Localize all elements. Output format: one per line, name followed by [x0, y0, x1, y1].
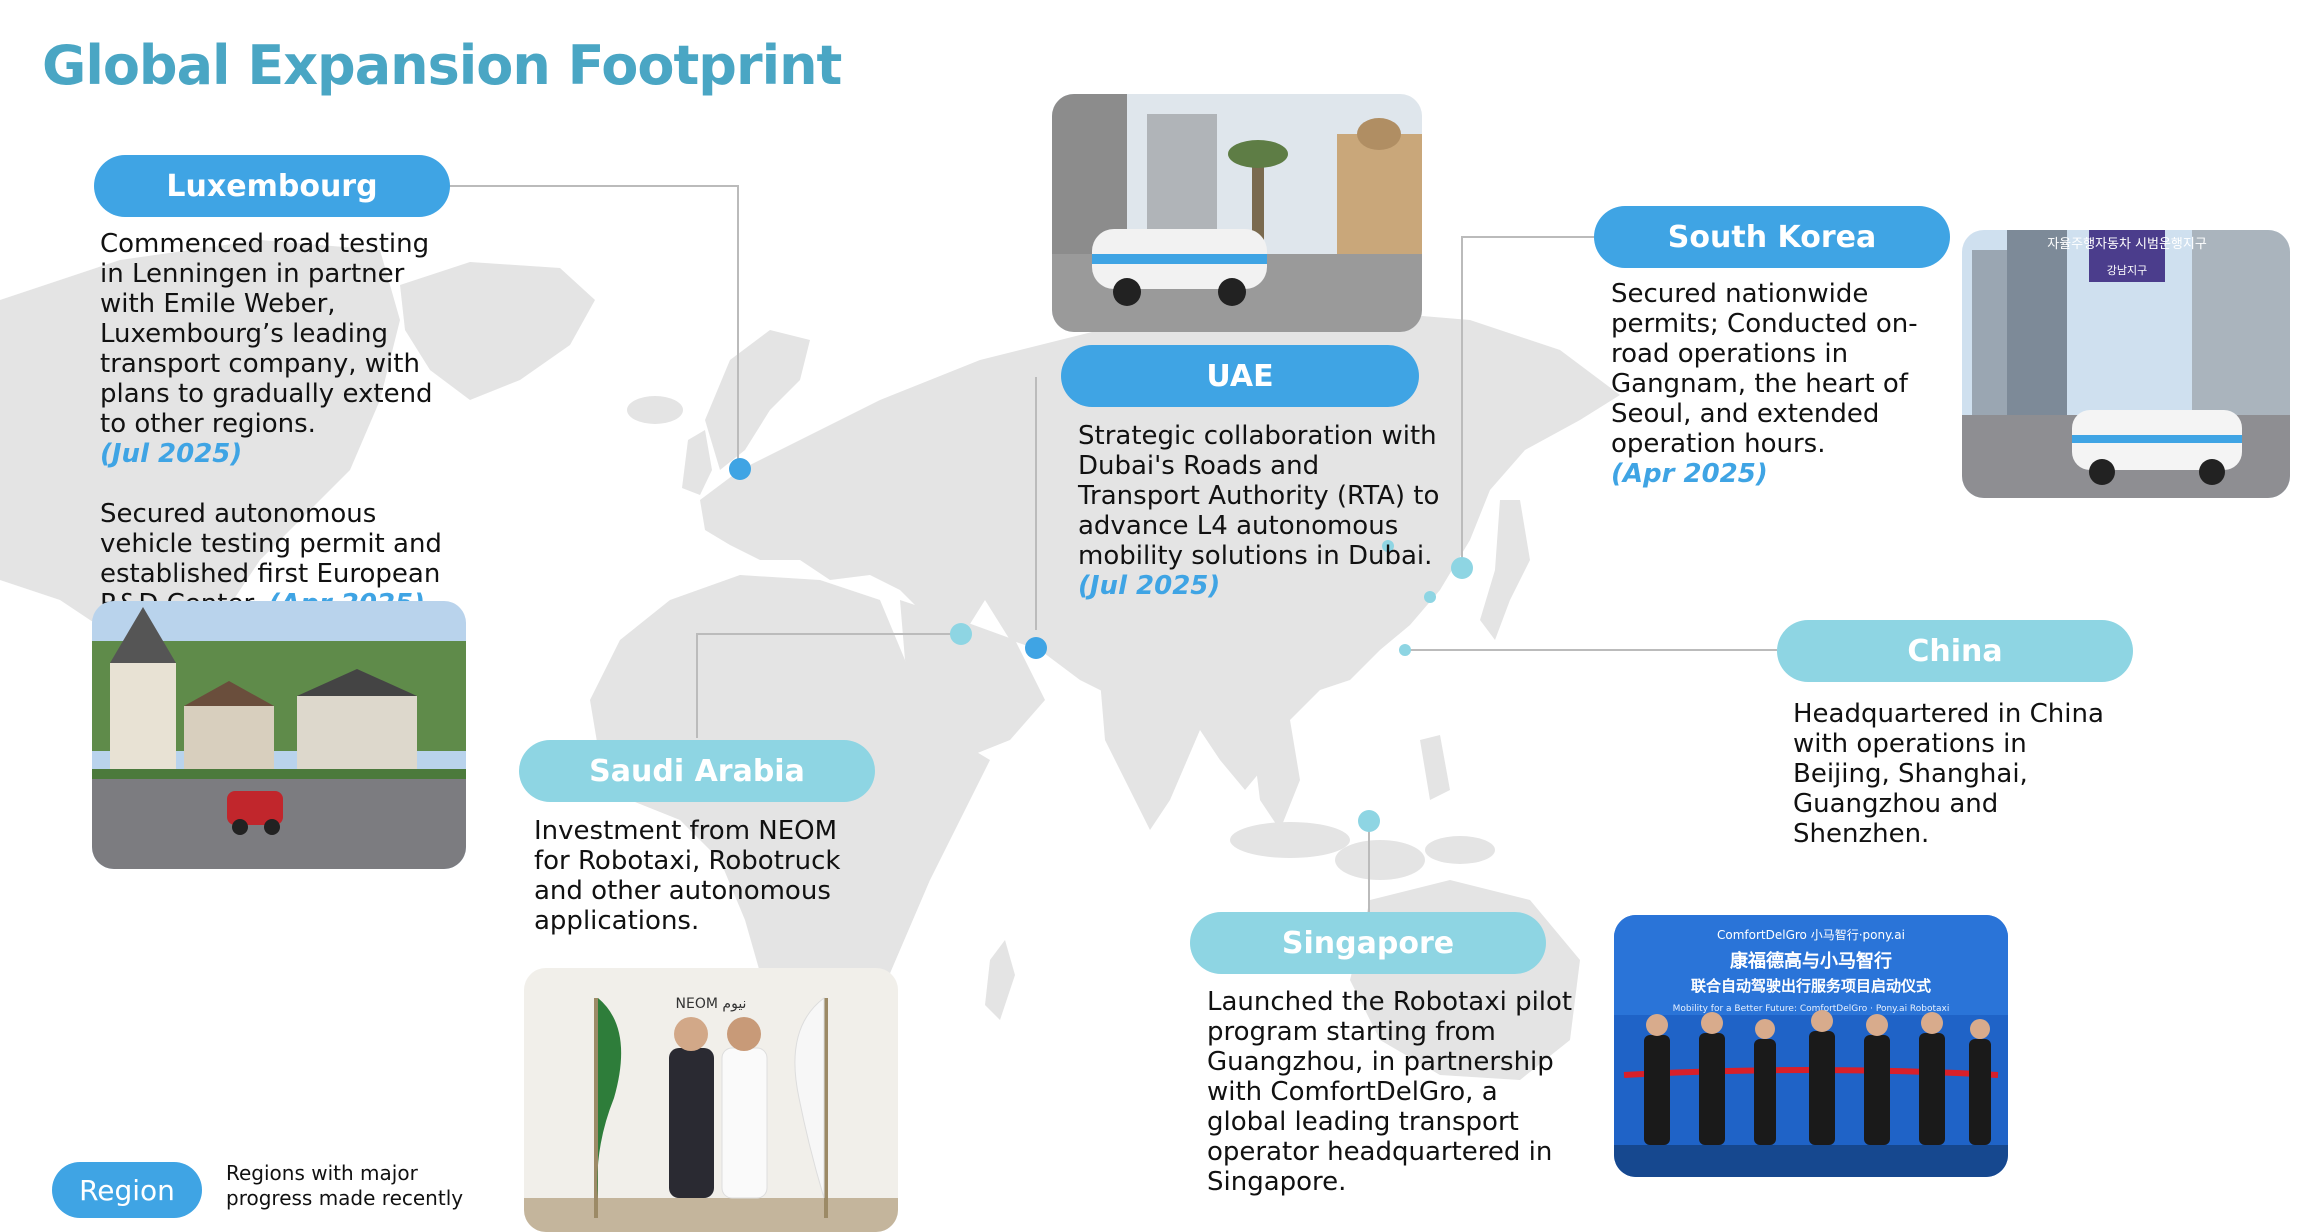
south-korea-region-pill: South Korea [1594, 206, 1950, 268]
saudi-arabia-neom-photo: NEOM نيوم [524, 968, 898, 1232]
uae-robotaxi-photo [1052, 94, 1422, 332]
south-korea-date: (Apr 2025) [1611, 459, 1768, 489]
korea-sign-text: 자율주행자동차 시범운행지구 [2047, 236, 2207, 252]
uae-location-dot [1025, 637, 1047, 659]
china-city-dot-beijing [1382, 540, 1394, 552]
luxembourg-item1-date: (Jul 2025) [100, 439, 243, 469]
legend-description-line1: Regions with major [226, 1161, 418, 1185]
luxembourg-description: Commenced road testing in Lenningen in p… [100, 229, 460, 619]
luxembourg-item2-text: Secured autonomous vehicle testing permi… [100, 499, 442, 619]
event-brand-text: ComfortDelGro 小马智行·pony.ai [1717, 927, 1905, 942]
china-city-dot-shanghai [1424, 591, 1436, 603]
legend-region-pill: Region [52, 1162, 202, 1218]
luxembourg-region-pill: Luxembourg [94, 155, 450, 217]
singapore-location-dot [1358, 810, 1380, 832]
luxembourg-location-dot [729, 458, 751, 480]
uae-region-pill: UAE [1061, 345, 1419, 407]
event-title-line2: 联合自动驾驶出行服务项目启动仪式 [1691, 977, 1931, 995]
singapore-region-pill: Singapore [1190, 912, 1546, 974]
saudi-arabia-description: Investment from NEOM for Robotaxi, Robot… [534, 816, 841, 936]
uae-date: (Jul 2025) [1078, 571, 1221, 601]
uae-description: Strategic collaboration with Dubai's Roa… [1078, 421, 1448, 601]
luxembourg-photo [92, 601, 466, 869]
page-title: Global Expansion Footprint [42, 34, 842, 97]
south-korea-street-photo: 자율주행자동차 시범운행지구 강남지구 [1962, 230, 2290, 498]
saudi-arabia-region-pill: Saudi Arabia [519, 740, 875, 802]
saudi-arabia-location-dot [950, 623, 972, 645]
south-korea-description: Secured nationwide permits; Conducted on… [1611, 279, 1941, 489]
singapore-description: Launched the Robotaxi pilot program star… [1207, 987, 1573, 1197]
event-subtitle: Mobility for a Better Future: ComfortDel… [1673, 1004, 1950, 1014]
south-korea-location-dot [1451, 557, 1473, 579]
china-description: Headquartered in China with operations i… [1793, 699, 2104, 849]
singapore-launch-event-photo: ComfortDelGro 小马智行·pony.ai 康福德高与小马智行 联合自… [1614, 915, 2008, 1177]
china-city-dot-guangzhou [1399, 644, 1411, 656]
event-title-line1: 康福德高与小马智行 [1730, 950, 1892, 972]
south-korea-text: Secured nationwide permits; Conducted on… [1611, 279, 1918, 459]
legend-description-line2: progress made recently [226, 1186, 464, 1210]
korea-sign-subtext: 강남지구 [2107, 264, 2147, 277]
china-region-pill: China [1777, 620, 2133, 682]
uae-text: Strategic collaboration with Dubai's Roa… [1078, 421, 1440, 571]
neom-logo-text: NEOM نيوم [676, 996, 747, 1012]
luxembourg-item1-text: Commenced road testing in Lenningen in p… [100, 229, 433, 439]
legend-description: Regions with major progress made recentl… [226, 1161, 463, 1211]
